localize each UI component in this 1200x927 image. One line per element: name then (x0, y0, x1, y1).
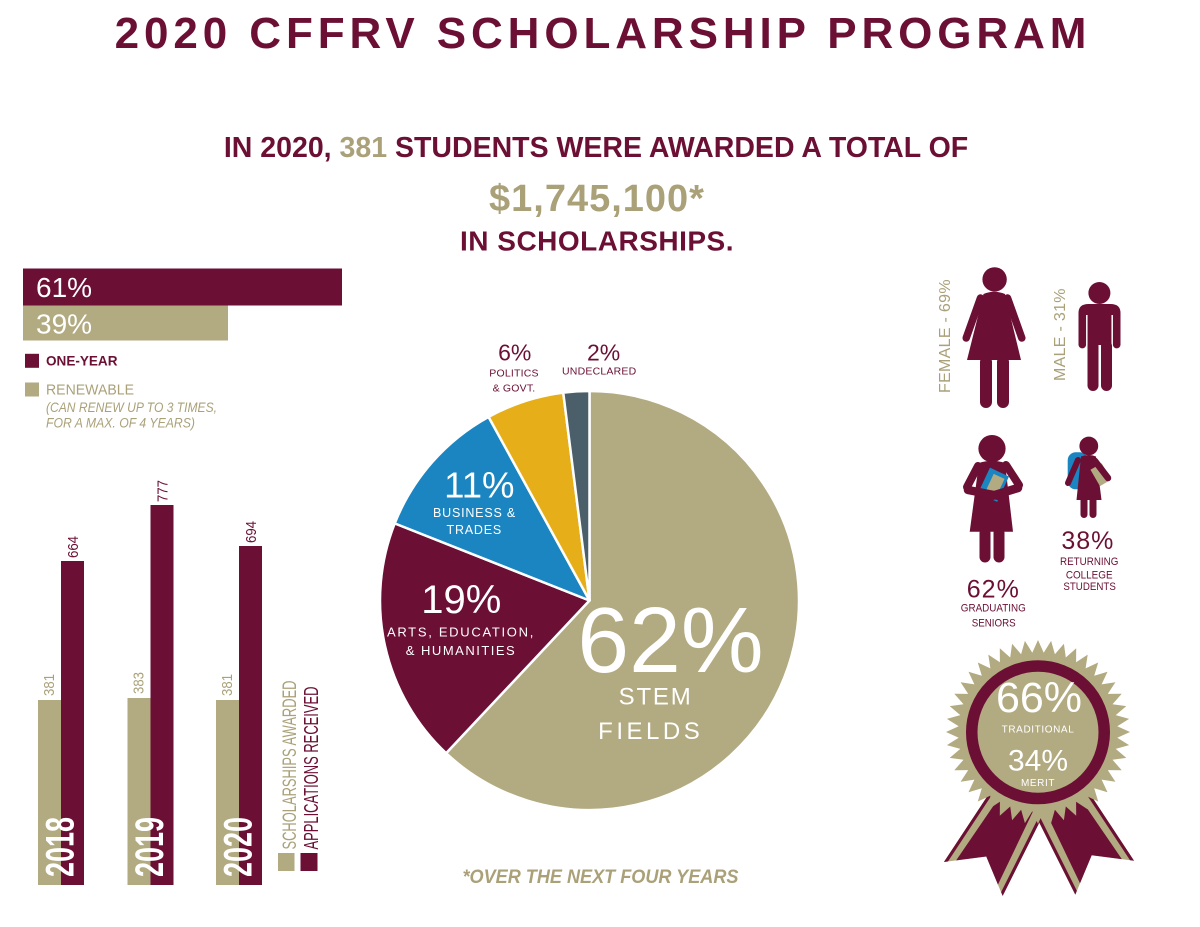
svg-text:APPLICATIONS RECEIVED: APPLICATIONS RECEIVED (301, 687, 323, 850)
svg-text:TRADES: TRADES (447, 523, 503, 537)
svg-text:*OVER THE NEXT FOUR YEARS: *OVER THE NEXT FOUR YEARS (463, 867, 739, 888)
svg-text:777: 777 (155, 480, 172, 502)
svg-text:ONE-YEAR: ONE-YEAR (46, 353, 118, 369)
svg-text:POLITICS: POLITICS (489, 368, 538, 380)
svg-text:TRADITIONAL: TRADITIONAL (1002, 725, 1075, 736)
svg-text:IN 2020, 381 STUDENTS WERE AWA: IN 2020, 381 STUDENTS WERE AWARDED A TOT… (224, 132, 968, 164)
svg-text:FIELDS: FIELDS (598, 718, 703, 745)
svg-text:2020 CFFRV SCHOLARSHIP PROGRAM: 2020 CFFRV SCHOLARSHIP PROGRAM (115, 9, 1092, 58)
svg-text:694: 694 (243, 521, 260, 543)
svg-text:STEM: STEM (619, 684, 693, 711)
svg-text:38%: 38% (1061, 527, 1114, 555)
svg-text:62%: 62% (577, 588, 763, 692)
svg-text:& HUMANITIES: & HUMANITIES (406, 643, 516, 658)
svg-text:STUDENTS: STUDENTS (1063, 581, 1116, 593)
svg-text:SCHOLARSHIPS AWARDED: SCHOLARSHIPS AWARDED (279, 681, 301, 850)
svg-text:39%: 39% (36, 309, 92, 340)
svg-text:SENIORS: SENIORS (972, 618, 1016, 630)
svg-text:FOR A MAX. OF 4 YEARS): FOR A MAX. OF 4 YEARS) (46, 415, 195, 431)
svg-text:FEMALE - 69%: FEMALE - 69% (937, 279, 954, 393)
svg-text:61%: 61% (36, 272, 92, 303)
svg-text:66%: 66% (996, 674, 1082, 722)
svg-text:RETURNING: RETURNING (1060, 556, 1118, 568)
svg-text:2018: 2018 (39, 817, 83, 877)
svg-text:BUSINESS &: BUSINESS & (433, 506, 516, 520)
svg-text:MALE - 31%: MALE - 31% (1052, 288, 1069, 381)
svg-text:6%: 6% (498, 339, 531, 365)
svg-text:62%: 62% (967, 576, 1020, 604)
svg-text:RENEWABLE: RENEWABLE (46, 382, 134, 399)
svg-text:381: 381 (219, 674, 236, 696)
svg-text:GRADUATING: GRADUATING (961, 603, 1026, 615)
svg-text:MERIT: MERIT (1021, 778, 1055, 789)
svg-text:11%: 11% (444, 464, 514, 505)
svg-text:COLLEGE: COLLEGE (1066, 569, 1113, 581)
svg-text:383: 383 (131, 672, 148, 694)
svg-text:ARTS, EDUCATION,: ARTS, EDUCATION, (387, 624, 535, 639)
svg-text:& GOVT.: & GOVT. (493, 383, 536, 395)
svg-text:$1,745,100*: $1,745,100* (489, 178, 705, 220)
svg-text:IN SCHOLARSHIPS.: IN SCHOLARSHIPS. (460, 226, 734, 257)
svg-text:2020: 2020 (217, 817, 261, 877)
svg-text:UNDECLARED: UNDECLARED (562, 365, 637, 377)
svg-text:664: 664 (65, 536, 82, 558)
svg-text:2019: 2019 (128, 817, 172, 877)
svg-text:2%: 2% (587, 339, 620, 365)
svg-text:381: 381 (41, 674, 58, 696)
svg-text:19%: 19% (421, 578, 501, 622)
svg-text:(CAN RENEW UP TO 3 TIMES,: (CAN RENEW UP TO 3 TIMES, (46, 399, 217, 415)
svg-text:34%: 34% (1008, 745, 1068, 778)
